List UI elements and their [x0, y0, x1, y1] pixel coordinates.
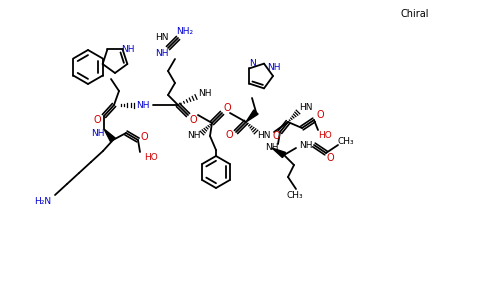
Text: O: O: [140, 132, 148, 142]
Text: H₂N: H₂N: [34, 197, 52, 206]
Text: NH: NH: [265, 143, 279, 152]
Text: NH: NH: [136, 100, 150, 109]
Text: HN: HN: [257, 130, 271, 140]
Text: O: O: [225, 130, 233, 140]
Polygon shape: [104, 129, 115, 142]
Text: NH: NH: [198, 88, 212, 98]
Text: O: O: [272, 131, 280, 141]
Text: HO: HO: [144, 152, 158, 161]
Polygon shape: [246, 110, 258, 122]
Text: CH₃: CH₃: [338, 137, 354, 146]
Text: HO: HO: [318, 130, 332, 140]
Text: O: O: [93, 115, 101, 125]
Text: O: O: [223, 103, 231, 113]
Text: NH: NH: [121, 44, 135, 53]
Text: O: O: [326, 153, 334, 163]
Text: NH: NH: [267, 64, 281, 73]
Text: Chiral: Chiral: [401, 9, 429, 19]
Polygon shape: [272, 148, 286, 158]
Text: N: N: [249, 58, 256, 68]
Text: HN: HN: [155, 34, 169, 43]
Text: CH₃: CH₃: [287, 191, 303, 200]
Text: NH: NH: [299, 140, 313, 149]
Text: NH: NH: [155, 49, 169, 58]
Text: O: O: [189, 115, 197, 125]
Text: NH: NH: [187, 131, 201, 140]
Text: O: O: [316, 110, 324, 120]
Text: HN: HN: [299, 103, 313, 112]
Text: NH₂: NH₂: [177, 28, 194, 37]
Text: NH: NH: [91, 128, 105, 137]
